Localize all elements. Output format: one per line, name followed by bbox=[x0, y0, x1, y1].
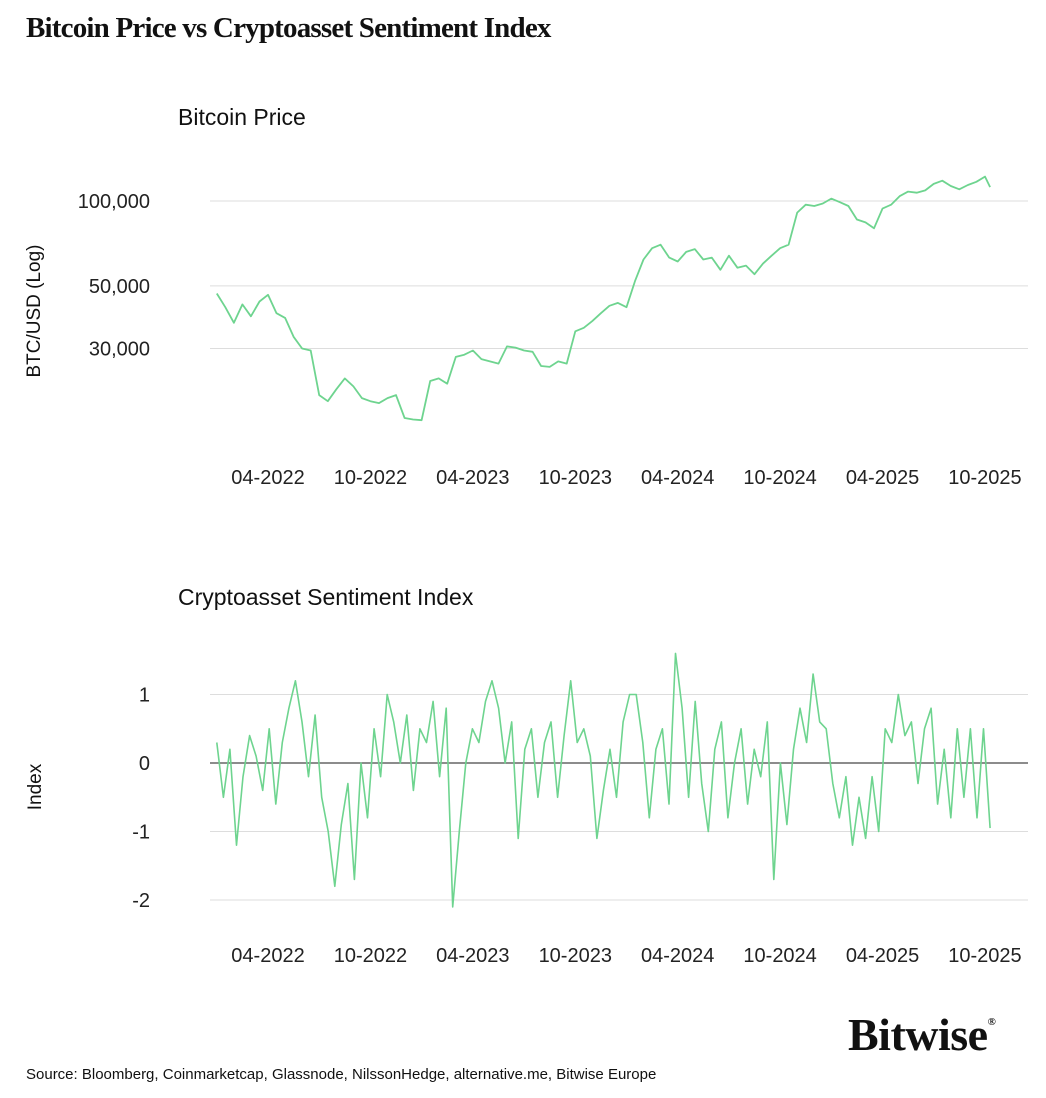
sentiment-chart-title: Cryptoasset Sentiment Index bbox=[178, 584, 474, 610]
sentiment-x-tick-label: 10-2022 bbox=[334, 945, 407, 967]
price-x-tick-label: 04-2025 bbox=[846, 467, 919, 489]
price-x-tick-label: 10-2025 bbox=[948, 467, 1021, 489]
sentiment-y-tick-label: -2 bbox=[132, 890, 150, 912]
sentiment-y-tick-label: 1 bbox=[139, 685, 150, 707]
price-x-tick-label: 10-2022 bbox=[334, 467, 407, 489]
price-y-tick-label: 100,000 bbox=[78, 191, 150, 213]
price-y-tick-label: 30,000 bbox=[89, 338, 150, 360]
price-line bbox=[216, 175, 991, 422]
price-chart-title: Bitcoin Price bbox=[178, 104, 306, 130]
price-y-tick-label: 50,000 bbox=[89, 276, 150, 298]
sentiment-line bbox=[216, 652, 991, 908]
sentiment-y-tick-label: -1 bbox=[132, 822, 150, 844]
price-x-tick-label: 10-2024 bbox=[743, 467, 816, 489]
logo-text: Bitwise bbox=[848, 1009, 988, 1060]
price-x-tick-label: 04-2023 bbox=[436, 467, 509, 489]
bitwise-logo: Bitwise® bbox=[848, 1008, 996, 1061]
sentiment-x-tick-label: 10-2024 bbox=[743, 945, 816, 967]
main-title: Bitcoin Price vs Cryptoasset Sentiment I… bbox=[26, 12, 551, 44]
registered-mark: ® bbox=[987, 1016, 996, 1028]
sentiment-x-tick-label: 10-2023 bbox=[539, 945, 612, 967]
sentiment-x-tick-label: 04-2023 bbox=[436, 945, 509, 967]
sentiment-x-tick-label: 04-2022 bbox=[231, 945, 304, 967]
sentiment-x-tick-label: 04-2024 bbox=[641, 945, 714, 967]
source-note: Source: Bloomberg, Coinmarketcap, Glassn… bbox=[26, 1066, 657, 1083]
price-x-tick-label: 10-2023 bbox=[539, 467, 612, 489]
sentiment-x-tick-label: 04-2025 bbox=[846, 945, 919, 967]
sentiment-x-tick-label: 10-2025 bbox=[948, 945, 1021, 967]
price-x-tick-label: 04-2022 bbox=[231, 467, 304, 489]
price-x-tick-label: 04-2024 bbox=[641, 467, 714, 489]
sentiment-y-tick-label: 0 bbox=[139, 753, 150, 775]
